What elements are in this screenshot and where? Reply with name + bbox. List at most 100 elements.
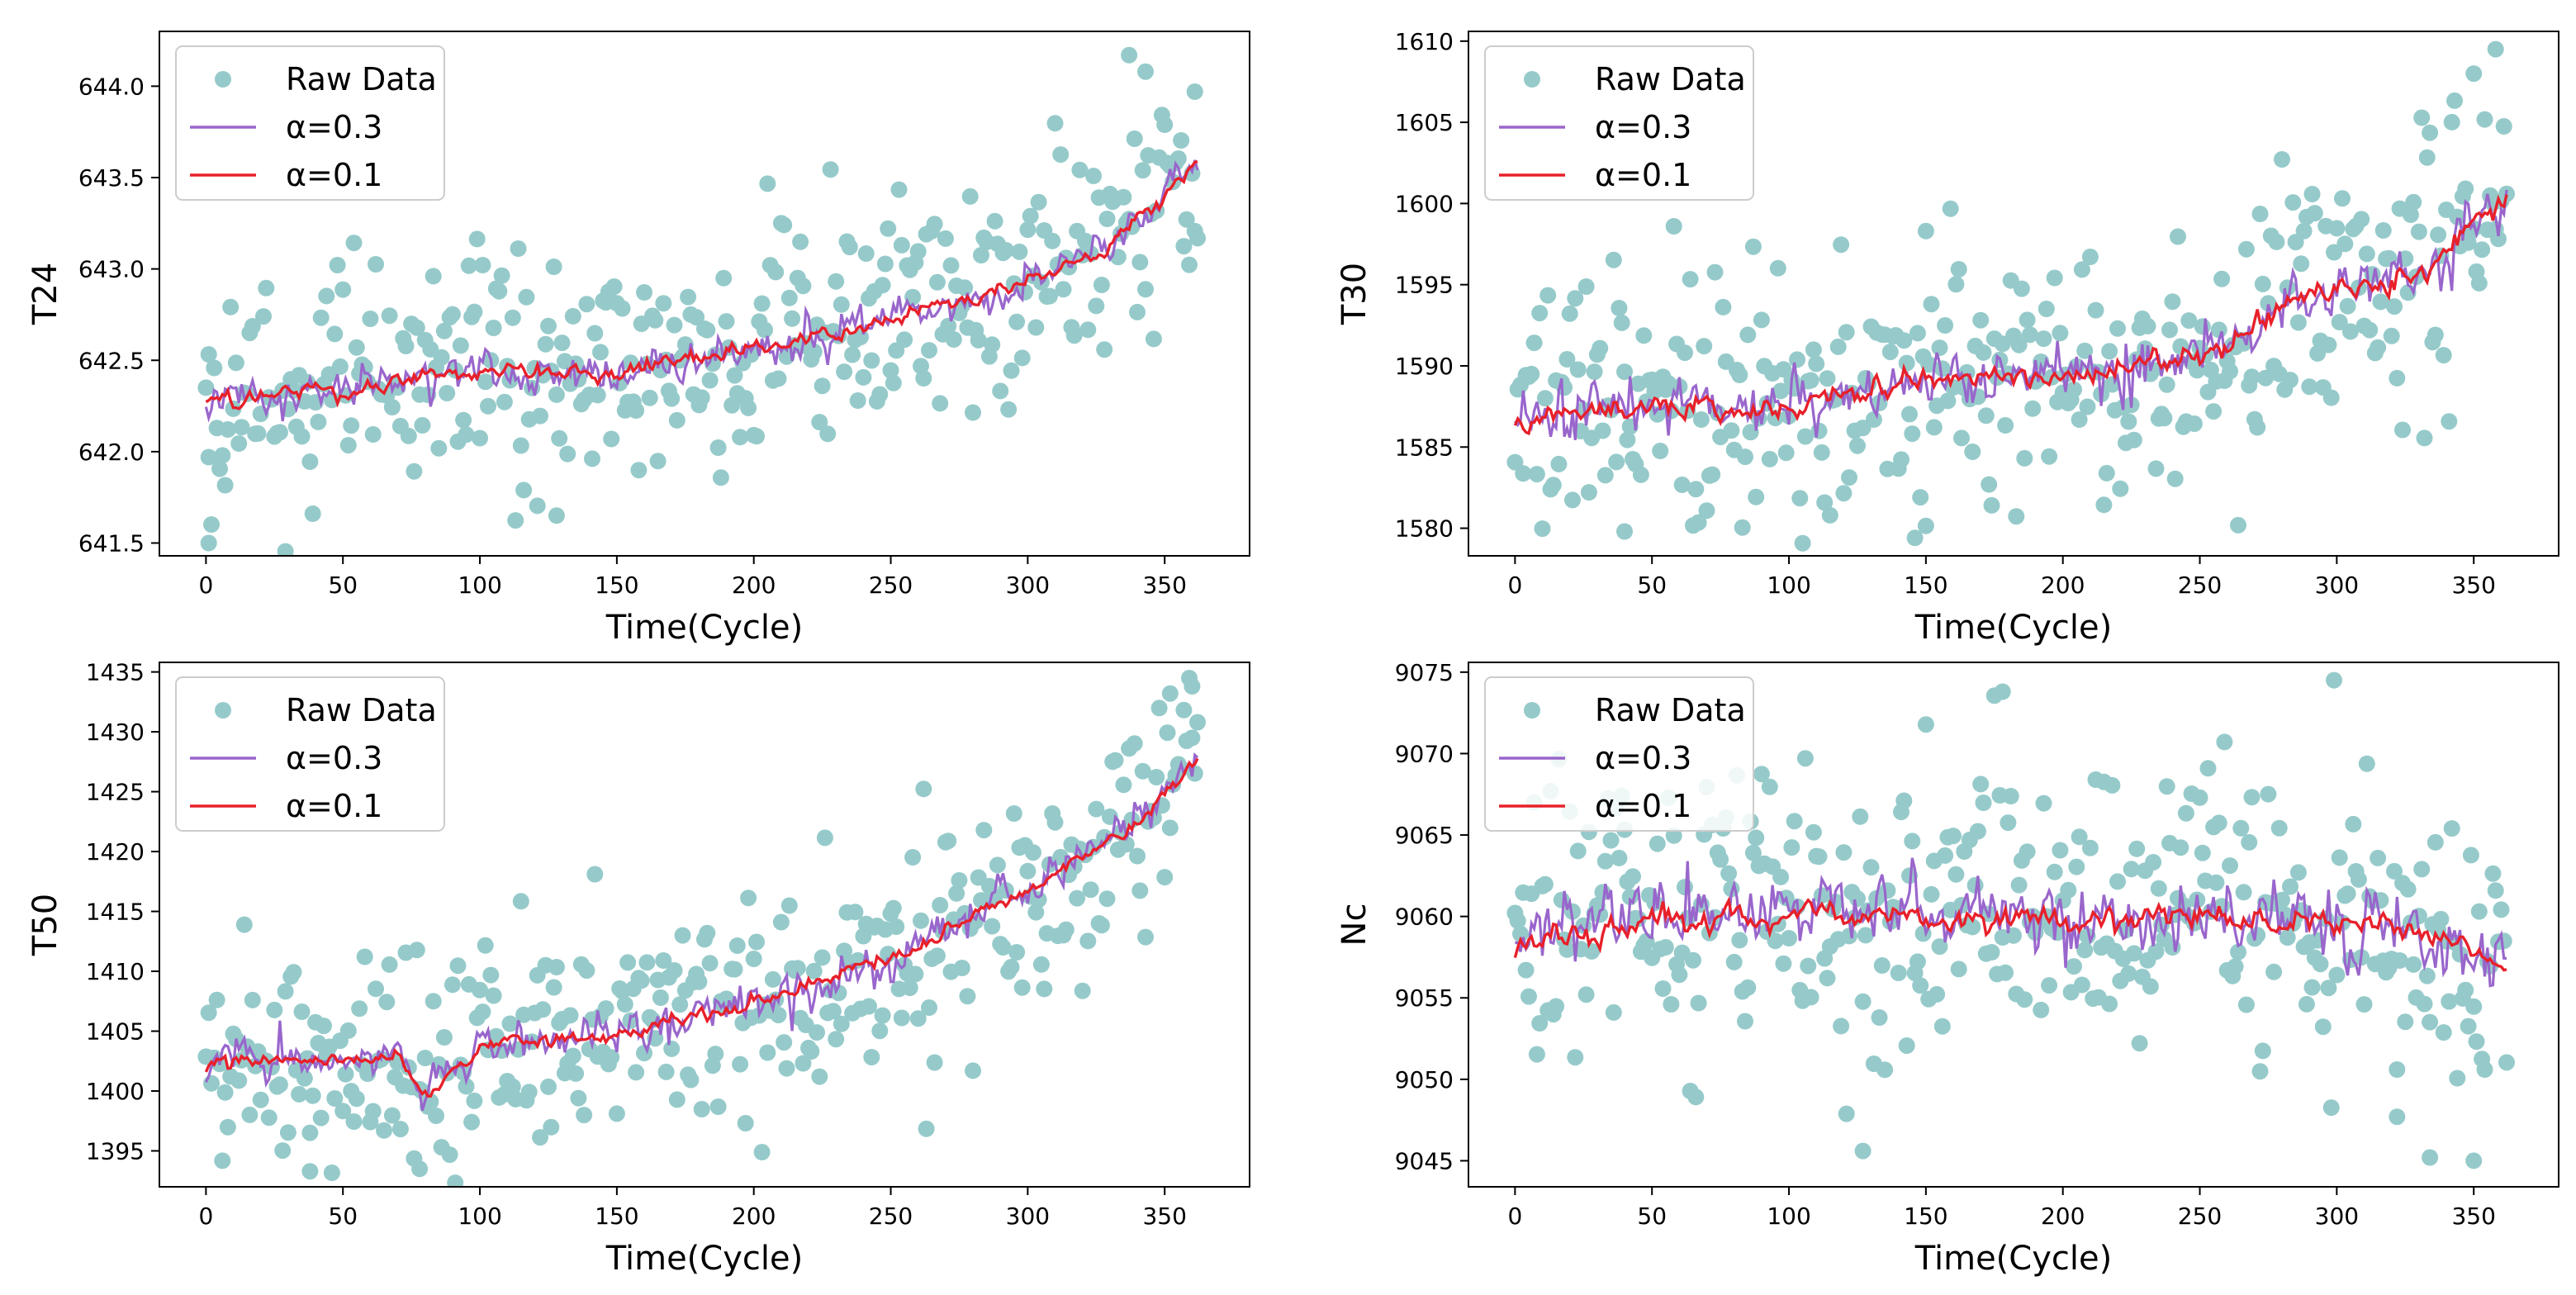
raw-data-point: [364, 1103, 382, 1120]
raw-data-point: [2101, 343, 2118, 360]
raw-data-point: [1096, 341, 1113, 358]
raw-data-point: [2389, 1108, 2406, 1126]
x-tick-label: 150: [1904, 1202, 1947, 1230]
raw-data-point: [1871, 1009, 1888, 1026]
legend-alpha-0-1-label: α=0.1: [286, 157, 382, 193]
raw-data-point: [548, 507, 565, 524]
raw-data-point: [1003, 362, 1020, 379]
raw-data-point: [1909, 953, 1926, 970]
raw-data-point: [430, 439, 448, 457]
raw-data-point: [748, 428, 765, 445]
raw-data-point: [940, 832, 957, 850]
raw-data-point: [472, 429, 488, 447]
raw-data-point: [890, 181, 908, 198]
y-axis-label: T30: [1335, 263, 1373, 325]
raw-data-point: [1635, 327, 1653, 344]
raw-data-point: [2021, 326, 2038, 344]
raw-data-point: [904, 849, 922, 866]
raw-data-point: [433, 349, 450, 366]
y-tick-label: 9060: [1395, 904, 1454, 931]
raw-data-point: [1975, 344, 1992, 361]
raw-data-point: [1145, 330, 1162, 348]
raw-data-point: [2041, 977, 2058, 994]
raw-data-point: [2076, 342, 2094, 359]
raw-data-point: [1881, 344, 1899, 361]
raw-data-point: [811, 1068, 828, 1085]
raw-data-point: [1594, 422, 1611, 439]
raw-data-point: [1781, 930, 1797, 946]
raw-data-point: [2279, 279, 2296, 296]
raw-data-point: [671, 996, 689, 1013]
x-tick-label: 0: [198, 1202, 213, 1230]
raw-data-point: [271, 424, 288, 441]
raw-data-point: [1739, 326, 1757, 344]
raw-data-point: [937, 230, 954, 247]
raw-data-point: [444, 306, 461, 323]
x-tick-label: 350: [1142, 1202, 1186, 1230]
raw-data-point: [564, 307, 581, 325]
raw-data-point: [444, 976, 461, 994]
raw-data-point: [1833, 1017, 1850, 1035]
raw-data-point: [1079, 321, 1097, 339]
raw-data-point: [1169, 150, 1187, 167]
raw-data-point: [965, 1062, 981, 1079]
x-tick-label: 250: [2178, 1202, 2222, 1230]
raw-data-point: [1857, 927, 1874, 944]
raw-data-point: [2098, 464, 2115, 481]
raw-data-point: [1997, 417, 2014, 434]
raw-data-point: [406, 462, 423, 480]
raw-data-point: [1156, 869, 1174, 886]
y-tick-label: 1410: [86, 958, 145, 985]
raw-data-point: [1947, 276, 1965, 293]
raw-data-point: [616, 996, 633, 1013]
raw-data-point: [628, 402, 645, 419]
raw-data-point: [666, 316, 683, 334]
raw-data-point: [1150, 700, 1168, 717]
raw-data-point: [2476, 111, 2493, 128]
raw-data-point: [1613, 314, 1630, 331]
raw-data-point: [249, 425, 267, 442]
raw-data-point: [425, 268, 442, 285]
raw-data-point: [1044, 232, 1061, 249]
raw-data-point: [441, 1146, 458, 1164]
legend: Raw Data α=0.3 α=0.1: [175, 45, 445, 201]
raw-data-point: [1898, 1037, 1915, 1054]
x-tick-label: 250: [869, 572, 913, 599]
raw-data-point: [2322, 1099, 2340, 1117]
raw-data-point: [1706, 263, 1724, 281]
legend: Raw Data α=0.3 α=0.1: [1484, 45, 1754, 201]
raw-data-point: [2241, 833, 2258, 851]
raw-data-point: [2405, 956, 2422, 973]
raw-data-point: [1531, 1015, 1549, 1032]
raw-data-point: [759, 175, 776, 192]
y-tick-label: 642.0: [78, 439, 145, 466]
raw-data-point: [2336, 235, 2354, 253]
raw-data-point: [1841, 469, 1857, 486]
raw-data-point: [885, 899, 902, 917]
raw-data-point: [301, 1163, 319, 1180]
raw-data-point: [1046, 814, 1064, 831]
raw-data-point: [693, 389, 710, 406]
raw-data-point: [921, 999, 937, 1016]
axes-frame: [159, 31, 1250, 557]
raw-data-point: [1625, 868, 1641, 885]
raw-data-point: [383, 399, 401, 415]
raw-data-point: [2237, 996, 2255, 1013]
raw-data-point: [2210, 814, 2227, 832]
raw-data-point: [291, 1085, 308, 1103]
raw-data-point: [2405, 193, 2422, 211]
raw-data-point: [2052, 325, 2069, 342]
raw-data-point: [466, 303, 483, 320]
raw-data-point: [1854, 1142, 1872, 1160]
raw-data-point: [748, 933, 765, 951]
raw-data-point: [709, 439, 727, 456]
raw-data-point: [1137, 281, 1154, 298]
raw-data-point: [824, 1003, 842, 1020]
raw-data-point: [1775, 955, 1792, 972]
raw-data-point: [408, 319, 425, 336]
raw-data-point: [293, 428, 311, 445]
raw-data-point: [1657, 939, 1674, 956]
raw-data-point: [485, 987, 502, 1004]
raw-data-point: [586, 325, 604, 342]
raw-data-point: [1761, 778, 1778, 795]
